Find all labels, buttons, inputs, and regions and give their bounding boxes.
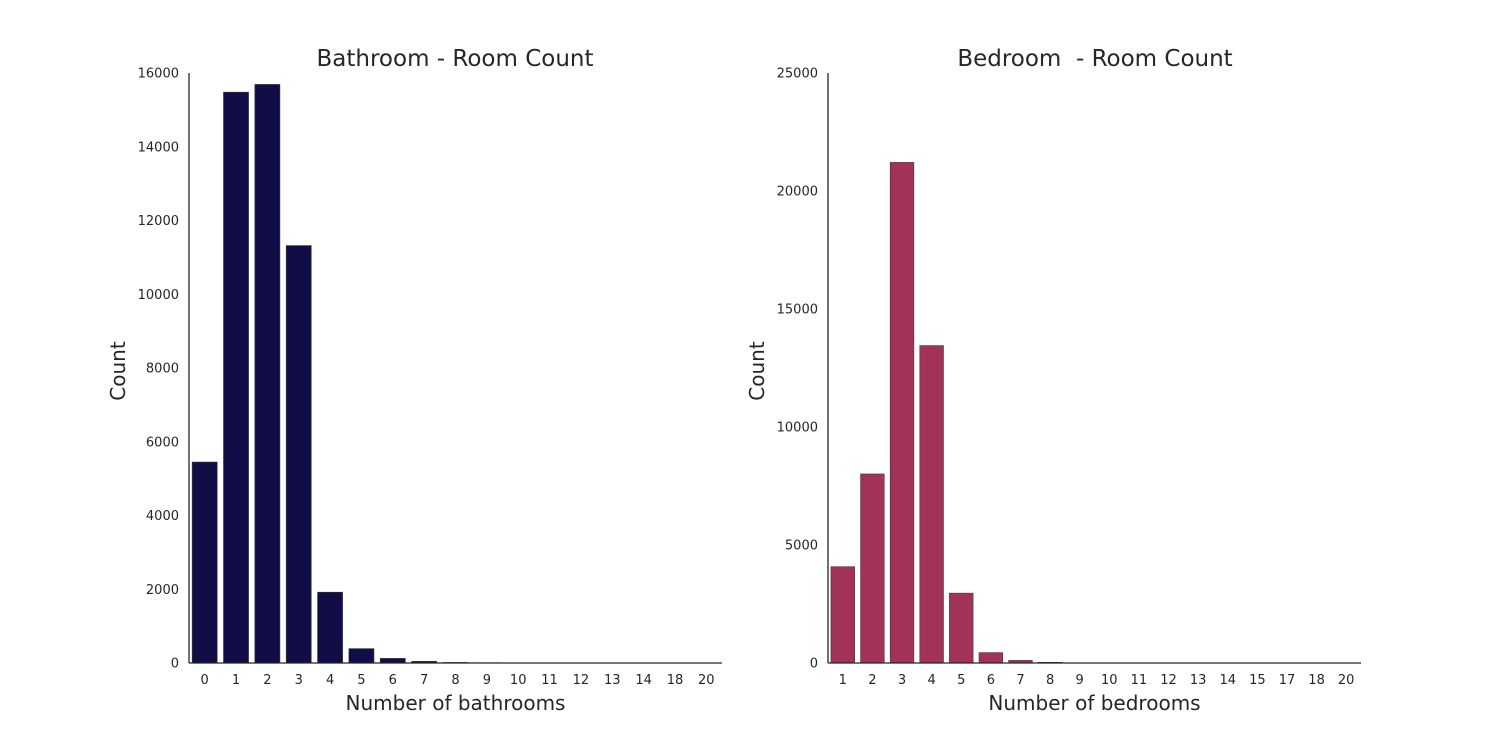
bedroom-x-tick-label: 12: [1160, 673, 1177, 688]
bedroom-x-tick-label: 13: [1190, 673, 1207, 688]
bathroom-bar-4: [317, 591, 343, 664]
bathroom-x-tick-label: 0: [201, 673, 209, 688]
bathroom-x-label: Number of bathrooms: [346, 691, 566, 715]
bedroom-bar-3: [889, 162, 915, 664]
bathroom-x-tick-label: 14: [635, 673, 652, 688]
bathroom-x-tick-label: 10: [510, 673, 527, 688]
bedroom-bar-4: [919, 345, 944, 664]
bedroom-y-ticks: 0 5000 10000 15000 20000 25000: [777, 67, 818, 672]
bathroom-bars: [191, 84, 720, 664]
bedroom-y-tick-label: 15000: [777, 303, 818, 318]
bedroom-x-tick-label: 7: [1016, 673, 1024, 688]
bedroom-x-label: Number of bedrooms: [988, 691, 1200, 715]
bathroom-x-tick-label: 8: [451, 673, 459, 688]
bedroom-x-tick-label: 10: [1101, 673, 1118, 688]
bedroom-x-tick-label: 15: [1249, 673, 1266, 688]
bedroom-x-tick-label: 11: [1131, 673, 1148, 688]
bathroom-y-tick-label: 8000: [146, 362, 179, 377]
bathroom-y-tick-label: 14000: [138, 140, 179, 155]
bedroom-x-tick-label: 14: [1219, 673, 1236, 688]
bedroom-bar-2: [860, 473, 885, 664]
bathroom-x-tick-label: 7: [420, 673, 428, 688]
bathroom-x-tick-label: 11: [541, 673, 558, 688]
bathroom-x-tick-label: 13: [604, 673, 621, 688]
bathroom-chart: Bathroom - Room Count 0 2000 4000 6000 8000 1…: [106, 46, 722, 715]
bathroom-y-tick-label: 16000: [138, 67, 179, 82]
bathroom-bar-3: [285, 245, 312, 664]
bedroom-y-tick-label: 10000: [777, 421, 818, 436]
bathroom-chart-title: Bathroom - Room Count: [317, 46, 594, 72]
bathroom-y-tick-label: 6000: [146, 435, 179, 450]
bathroom-bar-0: [191, 461, 218, 664]
bedroom-y-tick-label: 5000: [785, 539, 818, 554]
bedroom-chart-title: Bedroom - Room Count: [957, 46, 1232, 72]
bathroom-x-tick-label: 12: [573, 673, 590, 688]
bathroom-x-tick-label: 3: [295, 673, 303, 688]
bathroom-x-tick-label: 18: [667, 673, 684, 688]
bathroom-x-tick-label: 9: [483, 673, 491, 688]
bathroom-y-tick-label: 0: [171, 657, 179, 672]
bedroom-x-tick-label: 2: [868, 673, 876, 688]
bedroom-x-tick-label: 4: [927, 673, 935, 688]
bathroom-y-label: Count: [106, 341, 130, 401]
bathroom-y-ticks: 0 2000 4000 6000 8000 10000 12000 14000 16000: [138, 67, 179, 672]
bedroom-y-tick-label: 20000: [777, 185, 818, 200]
bedroom-x-tick-label: 8: [1046, 673, 1054, 688]
bedroom-bar-5: [949, 592, 974, 664]
bedroom-x-tick-label: 9: [1076, 673, 1084, 688]
bedroom-y-tick-label: 0: [810, 657, 818, 672]
bathroom-bar-2: [254, 84, 281, 664]
bedroom-x-ticks: 1 2 3 4 5 6 7 8 9 10 11 12 13 14 15 17 18 20: [839, 673, 1355, 688]
bathroom-x-tick-label: 5: [357, 673, 365, 688]
bedroom-x-tick-label: 5: [957, 673, 965, 688]
bathroom-y-tick-label: 10000: [138, 288, 179, 303]
bathroom-x-tick-label: 1: [232, 673, 240, 688]
bathroom-bar-6: [379, 658, 406, 664]
bedroom-bar-6: [978, 652, 1004, 664]
bedroom-x-tick-label: 20: [1338, 673, 1355, 688]
bedroom-x-tick-label: 6: [987, 673, 995, 688]
bedroom-y-tick-label: 25000: [777, 67, 818, 82]
bathroom-x-tick-label: 20: [698, 673, 715, 688]
bathroom-x-tick-label: 4: [326, 673, 334, 688]
bathroom-x-tick-label: 2: [263, 673, 271, 688]
bedroom-bars: [830, 162, 1359, 664]
bedroom-x-tick-label: 3: [898, 673, 906, 688]
bedroom-x-tick-label: 18: [1308, 673, 1325, 688]
bathroom-x-tick-label: 6: [389, 673, 397, 688]
bathroom-y-tick-label: 12000: [138, 214, 179, 229]
bathroom-bar-5: [348, 648, 375, 664]
bedroom-x-tick-label: 1: [839, 673, 847, 688]
bathroom-bar-1: [223, 91, 249, 664]
bathroom-y-tick-label: 4000: [146, 509, 179, 524]
bedroom-chart: Bedroom - Room Count 0 5000 10000 15000 2000…: [745, 46, 1361, 715]
bedroom-x-tick-label: 17: [1279, 673, 1296, 688]
bathroom-y-tick-label: 2000: [146, 583, 179, 598]
bathroom-x-ticks: 0 1 2 3 4 5 6 7 8 9 10 11 12 13 14 18 20: [201, 673, 715, 688]
bedroom-bar-1: [830, 566, 855, 664]
bedroom-y-label: Count: [745, 341, 769, 401]
